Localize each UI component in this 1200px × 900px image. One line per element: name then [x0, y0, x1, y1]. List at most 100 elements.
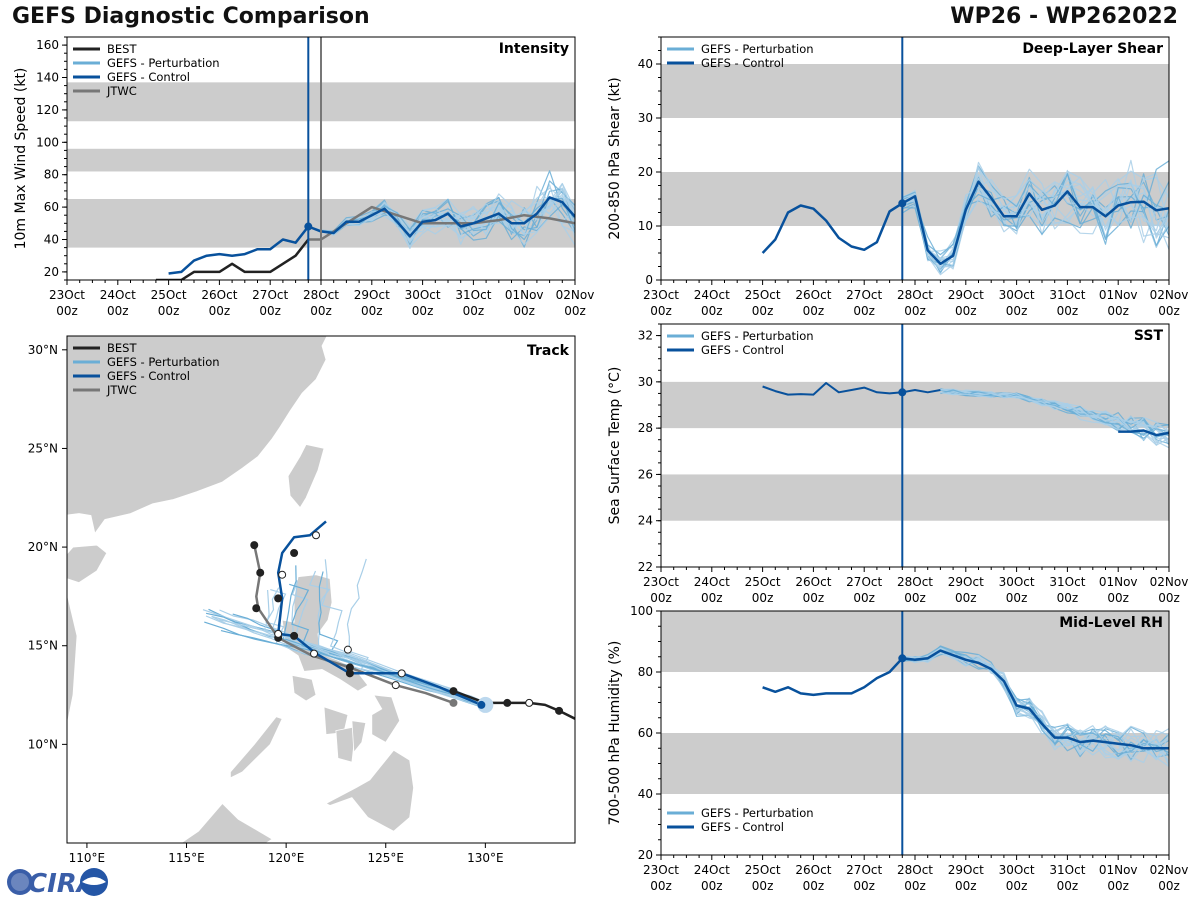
track-best-point — [503, 698, 512, 707]
intensity-perturbation-member — [308, 202, 575, 235]
land-borneo — [180, 802, 273, 843]
land-china — [67, 336, 328, 535]
shear-control-line — [761, 180, 1169, 266]
intensity-xtick-day: 23Oct — [49, 288, 85, 302]
track-xtick-label: 125°E — [367, 851, 404, 865]
intensity-xtick-day: 27Oct — [252, 288, 288, 302]
shear-ytick-label: 30 — [638, 111, 653, 125]
cira-globe-icon — [7, 869, 33, 895]
land-hainan — [67, 544, 108, 584]
sst-ytick-label: 22 — [638, 560, 653, 574]
track-frame — [66, 335, 576, 844]
intensity-ytick-label: 120 — [36, 103, 59, 117]
rh-xtick-day: 30Oct — [999, 863, 1035, 877]
shear-xtick-hour: 00z — [752, 304, 774, 318]
track-control-open-point — [278, 570, 287, 579]
intensity-ylabel: 10m Max Wind Speed (kt) — [13, 68, 29, 250]
track-ytick-label: 20°N — [28, 540, 58, 554]
land-taiwan — [287, 444, 325, 509]
rh-xtick-day: 31Oct — [1049, 863, 1085, 877]
chart-sst: 22 24 26 28 30 32 23Oct 00z 24Oct 00z 25Oct 00z 26Oc… — [607, 323, 1188, 605]
rh-ytick-label: 80 — [638, 665, 653, 679]
sst-ylabel: Sea Surface Temp (°C) — [607, 367, 623, 525]
track-jtwc-open-point — [391, 681, 400, 690]
track-ytick-label: 15°N — [28, 639, 58, 653]
intensity-legend-label: BEST — [107, 42, 137, 56]
intensity-xtick-hour: 00z — [412, 304, 434, 318]
rh-perturbation-member — [902, 645, 1169, 753]
intensity-ytick-label: 20 — [44, 265, 59, 279]
rh-init-marker — [898, 654, 907, 663]
sst-xtick-hour: 00z — [752, 591, 774, 605]
rh-ytick-label: 40 — [638, 787, 653, 801]
track-jtwc-point — [250, 541, 259, 550]
intensity-xtick-hour: 00z — [259, 304, 281, 318]
shear-xtick-hour: 00z — [1107, 304, 1129, 318]
sst-xtick-hour: 00z — [1158, 591, 1180, 605]
figure-title-left: GEFS Diagnostic Comparison — [12, 4, 370, 29]
land-samar-leyte — [371, 694, 401, 743]
rh-xtick-day: 25Oct — [745, 863, 781, 877]
intensity-ytick-label: 40 — [44, 233, 59, 247]
rh-xtick-day: 24Oct — [694, 863, 730, 877]
intensity-xtick-hour: 00z — [107, 304, 129, 318]
shear-xtick-day: 02Nov — [1150, 288, 1189, 302]
shear-band-1 — [661, 64, 1169, 118]
sst-title: SST — [1134, 328, 1164, 344]
sst-legend-label: GEFS - Control — [701, 343, 784, 357]
figure-title-right: WP26 - WP262022 — [950, 4, 1178, 29]
track-xtick-label: 130°E — [467, 851, 504, 865]
land-indochina — [67, 591, 78, 726]
rh-xtick-hour: 00z — [955, 879, 977, 893]
track-control-point — [345, 669, 354, 678]
intensity-xtick-hour: 00z — [564, 304, 586, 318]
track-best-point — [555, 706, 564, 715]
shear-xtick-day: 30Oct — [999, 288, 1035, 302]
sst-xtick-hour: 00z — [1057, 591, 1079, 605]
track-legend-label: JTWC — [106, 383, 137, 397]
rh-xtick-day: 01Nov — [1099, 863, 1138, 877]
rh-xtick-hour: 00z — [1006, 879, 1028, 893]
shear-xtick-hour: 00z — [650, 304, 672, 318]
rh-xtick-day: 28Oct — [897, 863, 933, 877]
intensity-xtick-day: 25Oct — [151, 288, 187, 302]
track-legend-label: GEFS - Control — [107, 369, 190, 383]
rh-legend-label: GEFS - Control — [701, 820, 784, 834]
sst-ytick-label: 28 — [638, 421, 653, 435]
shear-xtick-hour: 00z — [803, 304, 825, 318]
shear-xtick-hour: 00z — [701, 304, 723, 318]
shear-xtick-day: 29Oct — [948, 288, 984, 302]
sst-xtick-day: 31Oct — [1049, 575, 1085, 589]
rh-xtick-day: 23Oct — [643, 863, 679, 877]
track-plot-area — [67, 336, 575, 843]
rh-xtick-hour: 00z — [904, 879, 926, 893]
intensity-ytick-label: 100 — [36, 135, 59, 149]
rh-xtick-hour: 00z — [853, 879, 875, 893]
track-control-open-point — [274, 629, 283, 638]
shear-xtick-hour: 00z — [853, 304, 875, 318]
shear-init-marker — [898, 199, 907, 208]
rh-title: Mid-Level RH — [1059, 615, 1163, 631]
intensity-xtick-hour: 00z — [310, 304, 332, 318]
intensity-init-marker — [304, 222, 313, 231]
sst-band-0 — [661, 474, 1169, 521]
rh-xtick-hour: 00z — [650, 879, 672, 893]
rh-xtick-day: 27Oct — [846, 863, 882, 877]
intensity-xtick-day: 02Nov — [556, 288, 595, 302]
track-best-line — [453, 689, 575, 720]
intensity-best-line — [168, 238, 310, 280]
shear-xtick-day: 26Oct — [795, 288, 831, 302]
sst-perturbation-member — [940, 391, 1169, 444]
chart-rh: 20 40 60 80 100 23Oct 00z 24Oct 00z 25Oct 00z 26Oct… — [607, 604, 1188, 893]
intensity-legend-label: GEFS - Control — [107, 70, 190, 84]
shear-xtick-day: 27Oct — [846, 288, 882, 302]
intensity-ytick-label: 160 — [36, 38, 59, 52]
sst-legend-label: GEFS - Perturbation — [701, 329, 814, 343]
shear-xtick-hour: 00z — [955, 304, 977, 318]
track-xtick-label: 115°E — [168, 851, 205, 865]
land-mindoro — [291, 674, 317, 702]
track-xtick-label: 120°E — [268, 851, 305, 865]
sst-xtick-day: 25Oct — [745, 575, 781, 589]
sst-xtick-day: 29Oct — [948, 575, 984, 589]
